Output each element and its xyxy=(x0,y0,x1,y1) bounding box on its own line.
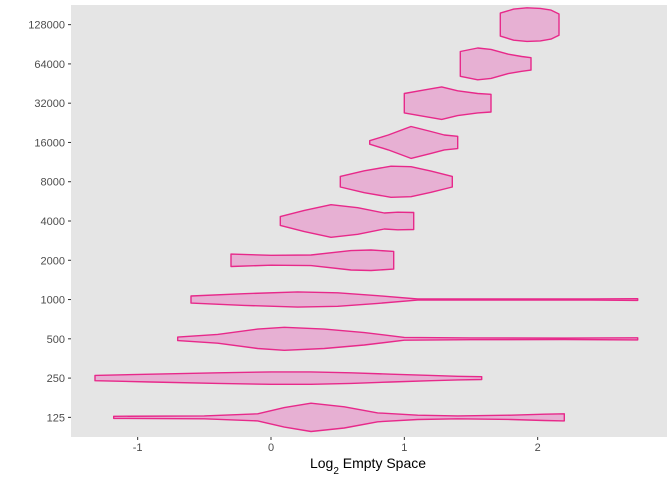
y-tick-label-8000: 8000 xyxy=(41,177,65,189)
x-axis-title: Log2 Empty Space xyxy=(310,455,426,477)
violin-8000 xyxy=(339,165,453,198)
x-axis: -1 0 1 2 xyxy=(133,437,541,454)
violin-500 xyxy=(177,326,639,351)
y-tick-label-1000: 1000 xyxy=(41,295,65,307)
violin-32000 xyxy=(403,86,492,121)
y-tick-label-2000: 2000 xyxy=(41,255,65,267)
y-tick-label-4000: 4000 xyxy=(41,216,65,228)
x-axis-title-base: Log xyxy=(310,455,333,471)
y-tick-label-125: 125 xyxy=(47,412,65,424)
x-axis-title-subscript: 2 xyxy=(333,466,339,477)
violin-4000 xyxy=(279,204,415,238)
y-tick-label-32000: 32000 xyxy=(34,98,65,110)
violin-128000 xyxy=(499,7,560,43)
violin-1000 xyxy=(190,291,639,308)
violin-64000 xyxy=(459,47,532,81)
y-tick-label-16000: 16000 xyxy=(34,137,65,149)
x-tick-label-0: 0 xyxy=(268,442,274,454)
y-tick-label-128000: 128000 xyxy=(28,20,65,32)
x-axis-title-rest: Empty Space xyxy=(339,455,426,471)
x-tick-label--1: -1 xyxy=(133,442,143,454)
violin-2000 xyxy=(230,249,395,272)
x-tick-label-2: 2 xyxy=(535,442,541,454)
y-tick-label-250: 250 xyxy=(47,373,65,385)
violin-125 xyxy=(113,402,565,433)
x-tick-label-1: 1 xyxy=(401,442,407,454)
violin-16000 xyxy=(369,125,459,160)
y-tick-label-500: 500 xyxy=(47,334,65,346)
y-tick-label-64000: 64000 xyxy=(34,59,65,71)
violin-250 xyxy=(94,371,483,385)
violin-series xyxy=(94,7,639,433)
y-axis: 125 250 500 1000 2000 4000 8000 16000 32000 64000… xyxy=(28,20,71,424)
